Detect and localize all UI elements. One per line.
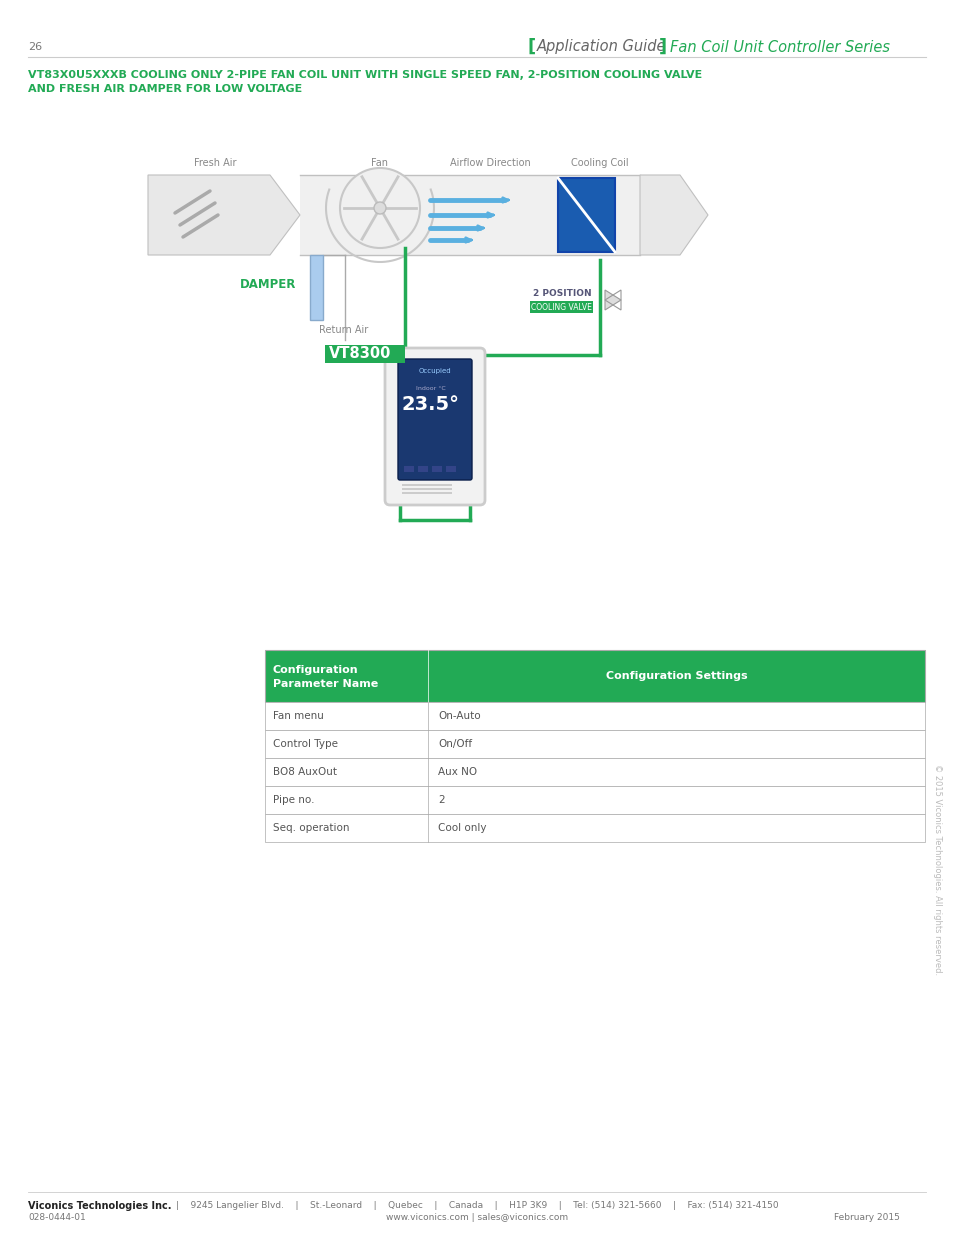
Bar xyxy=(265,650,924,701)
Circle shape xyxy=(374,203,386,214)
Text: © 2015 Viconics Technologies. All rights reserved.: © 2015 Viconics Technologies. All rights… xyxy=(933,764,942,976)
Bar xyxy=(432,466,441,472)
Bar xyxy=(265,785,924,814)
Text: 26: 26 xyxy=(28,42,42,52)
Text: 028-0444-01: 028-0444-01 xyxy=(28,1214,86,1223)
Text: Configuration Settings: Configuration Settings xyxy=(605,671,746,680)
Bar xyxy=(265,730,924,758)
Polygon shape xyxy=(639,175,707,254)
Text: Return Air: Return Air xyxy=(319,325,368,335)
Text: DAMPER: DAMPER xyxy=(240,279,296,291)
Text: VT83X0U5XXXB COOLING ONLY 2-PIPE FAN COIL UNIT WITH SINGLE SPEED FAN, 2-POSITION: VT83X0U5XXXB COOLING ONLY 2-PIPE FAN COI… xyxy=(28,70,701,80)
Text: Aux NO: Aux NO xyxy=(437,767,476,777)
FancyBboxPatch shape xyxy=(397,359,472,480)
Text: On/Off: On/Off xyxy=(437,739,472,748)
FancyBboxPatch shape xyxy=(385,348,484,505)
Text: Indoor °C: Indoor °C xyxy=(416,387,445,391)
Bar xyxy=(403,466,414,472)
Text: Occupied: Occupied xyxy=(418,368,451,374)
Bar xyxy=(299,175,639,254)
Text: BO8 AuxOut: BO8 AuxOut xyxy=(273,767,336,777)
Circle shape xyxy=(339,168,419,248)
Bar xyxy=(401,484,452,487)
Text: VT8300: VT8300 xyxy=(329,347,391,362)
Bar xyxy=(310,254,323,320)
Text: www.viconics.com | sales@viconics.com: www.viconics.com | sales@viconics.com xyxy=(386,1214,567,1223)
Bar xyxy=(265,814,924,842)
Text: COOLING VALVE: COOLING VALVE xyxy=(531,303,592,311)
Text: Configuration: Configuration xyxy=(273,664,358,676)
Text: Fan: Fan xyxy=(371,158,388,168)
Text: Viconics Technologies Inc.: Viconics Technologies Inc. xyxy=(28,1200,172,1212)
Text: Airflow Direction: Airflow Direction xyxy=(449,158,530,168)
Text: ]: ] xyxy=(659,38,666,56)
Text: Fan Coil Unit Controller Series: Fan Coil Unit Controller Series xyxy=(669,40,889,54)
Text: Seq. operation: Seq. operation xyxy=(273,823,349,832)
Polygon shape xyxy=(148,175,299,254)
Bar xyxy=(417,466,428,472)
Bar xyxy=(265,701,924,730)
Text: 2 POSITION: 2 POSITION xyxy=(533,289,592,298)
Bar xyxy=(446,466,456,472)
Text: On-Auto: On-Auto xyxy=(437,711,480,721)
Text: |    9245 Langelier Blvd.    |    St.-Leonard    |    Quebec    |    Canada    |: | 9245 Langelier Blvd. | St.-Leonard | Q… xyxy=(175,1202,778,1210)
Text: Application Guide: Application Guide xyxy=(537,40,666,54)
Text: 2: 2 xyxy=(437,795,444,805)
Bar xyxy=(325,345,405,363)
Text: [: [ xyxy=(527,38,536,56)
Bar xyxy=(401,488,452,490)
Text: February 2015: February 2015 xyxy=(833,1214,899,1223)
Text: 23.5°: 23.5° xyxy=(401,395,459,415)
Bar xyxy=(265,758,924,785)
Text: Pipe no.: Pipe no. xyxy=(273,795,314,805)
Bar xyxy=(401,492,452,494)
Text: Fan menu: Fan menu xyxy=(273,711,323,721)
Text: Control Type: Control Type xyxy=(273,739,337,748)
Text: Parameter Name: Parameter Name xyxy=(273,679,377,689)
Bar xyxy=(558,178,615,252)
Text: Cool only: Cool only xyxy=(437,823,486,832)
Text: Fresh Air: Fresh Air xyxy=(193,158,236,168)
Text: Cooling Coil: Cooling Coil xyxy=(571,158,628,168)
Text: AND FRESH AIR DAMPER FOR LOW VOLTAGE: AND FRESH AIR DAMPER FOR LOW VOLTAGE xyxy=(28,84,302,94)
Polygon shape xyxy=(604,290,620,310)
